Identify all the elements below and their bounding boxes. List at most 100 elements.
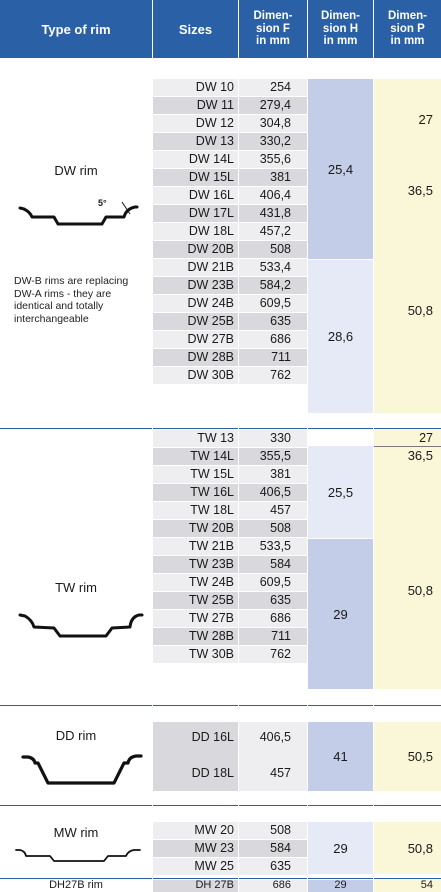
dw-dimension-f: 254: [270, 80, 291, 94]
table-row: [239, 367, 307, 384]
tw-dimension-f: 609,5: [259, 575, 291, 589]
dw-size: DW 23B: [187, 278, 234, 292]
dw-size: DW 11: [196, 98, 234, 112]
dh-rim-name: DH27B rim: [49, 879, 103, 891]
dw-size: DW 12: [195, 116, 234, 130]
dh-f-1: 686: [272, 879, 291, 891]
tw-h-block-1: [308, 446, 373, 538]
dw-size: DW 30B: [187, 368, 234, 382]
separator-dd-mw: [0, 805, 441, 806]
tw-rim-profile-icon: [18, 613, 144, 638]
mw-h-value: 29: [333, 840, 348, 856]
table-row: [239, 169, 307, 186]
mw-dimension-f: 635: [270, 859, 291, 873]
table-row: [239, 313, 307, 330]
separator-tw-dd: [0, 705, 441, 706]
tw-dimension-f: 584: [270, 557, 291, 571]
dw-dimension-f: 533,4: [259, 260, 291, 274]
dh-h-value: 29: [334, 879, 347, 891]
dw-size: DW 18L: [188, 224, 234, 238]
separator-mw-dh: [0, 878, 441, 879]
table-row: [239, 858, 307, 875]
header-dimension-f: Dimen- sion F in mm: [239, 0, 307, 58]
mw-h-column: [308, 822, 373, 874]
table-row: [153, 187, 238, 204]
dw-h-block-2: [308, 260, 373, 413]
tw-p-value-3: 50,8: [407, 582, 433, 598]
table-row: [153, 367, 238, 384]
tw-size: TW 25B: [188, 593, 234, 607]
dh-p-column: [374, 880, 441, 892]
dd-p-value: 50,5: [407, 749, 433, 764]
dw-size: DW 25B: [187, 314, 234, 328]
dw-dimension-f: 762: [270, 368, 291, 382]
table-row: [239, 646, 307, 663]
table-row: [153, 295, 238, 312]
table-row: [153, 259, 238, 276]
column-line-1: [152, 58, 153, 892]
dw-rim-name: DW rim: [54, 163, 98, 178]
table-row: [239, 295, 307, 312]
dd-size-2: DD 18L: [191, 766, 234, 780]
tw-dimension-f: 533,5: [259, 539, 291, 553]
tw-size: TW 24B: [188, 575, 234, 589]
mw-dimension-f: 508: [270, 823, 291, 837]
table-row: [153, 277, 238, 294]
dd-h-column: [308, 722, 373, 791]
dw-size: DW 28B: [187, 350, 234, 364]
table-row: [153, 822, 238, 839]
table-row: [153, 223, 238, 240]
tw-h-value-1: 25,5: [327, 484, 354, 500]
tw-h-block-2: [308, 539, 373, 689]
table-row: [239, 259, 307, 276]
table-row: [153, 484, 238, 501]
dw-size: DW 17L: [188, 206, 234, 220]
dw-dimension-f: 355,6: [259, 152, 291, 166]
dd-rim-profile-icon: [21, 754, 143, 785]
tw-p-value-2: 36,5: [407, 448, 433, 463]
table-row: [239, 79, 307, 96]
dd-p-column: [374, 722, 441, 791]
tw-size: TW 28B: [188, 629, 234, 643]
tw-size: TW 16L: [190, 485, 234, 499]
table-row: [153, 313, 238, 330]
mw-size: MW 20: [194, 823, 234, 837]
header-dimension-p: Dimen- sion P in mm: [374, 0, 441, 58]
tw-h-value-2: 29: [333, 606, 348, 622]
tw-dimension-f: 330: [270, 431, 291, 445]
separator-dw-tw: [0, 428, 441, 429]
tw-dimension-f: 635: [270, 593, 291, 607]
dw-p-value-2: 36,5: [407, 182, 433, 198]
dw-dimension-f: 508: [270, 242, 291, 256]
tw-size: TW 27B: [188, 611, 234, 625]
table-row: [153, 430, 238, 447]
dw-dimension-f: 304,8: [259, 116, 291, 130]
dw-size: DW 10: [195, 80, 234, 94]
dw-size: DW 16L: [188, 188, 234, 202]
dh-size-column: [153, 880, 238, 892]
tw-rim-name: TW rim: [55, 580, 97, 595]
dw-dimension-f: 711: [271, 350, 291, 364]
table-row: [153, 448, 238, 465]
tw-size: TW 21B: [188, 539, 234, 553]
tw-dimension-f: 381: [270, 467, 291, 481]
table-row: [239, 448, 307, 465]
dw-h-value-2: 28,6: [327, 329, 354, 344]
table-row: [239, 331, 307, 348]
mw-size: MW 23: [194, 841, 234, 855]
dw-dimension-f: 406,4: [259, 188, 291, 202]
table-row: [239, 556, 307, 573]
table-row: [239, 538, 307, 555]
dw-p-value-3: 50,8: [407, 302, 433, 318]
tw-p-value-1: 27: [419, 431, 433, 445]
table-row: [153, 610, 238, 627]
dh-p-value: 54: [420, 879, 433, 891]
mw-rim-profile-icon: [15, 849, 141, 862]
table-row: [239, 840, 307, 857]
column-line-3: [307, 58, 308, 892]
dw-dimension-f: 457,2: [259, 224, 291, 238]
dh-size-1: DH 27B: [195, 879, 234, 891]
dw-p-value-1: 27: [418, 111, 433, 127]
table-row: [153, 840, 238, 857]
